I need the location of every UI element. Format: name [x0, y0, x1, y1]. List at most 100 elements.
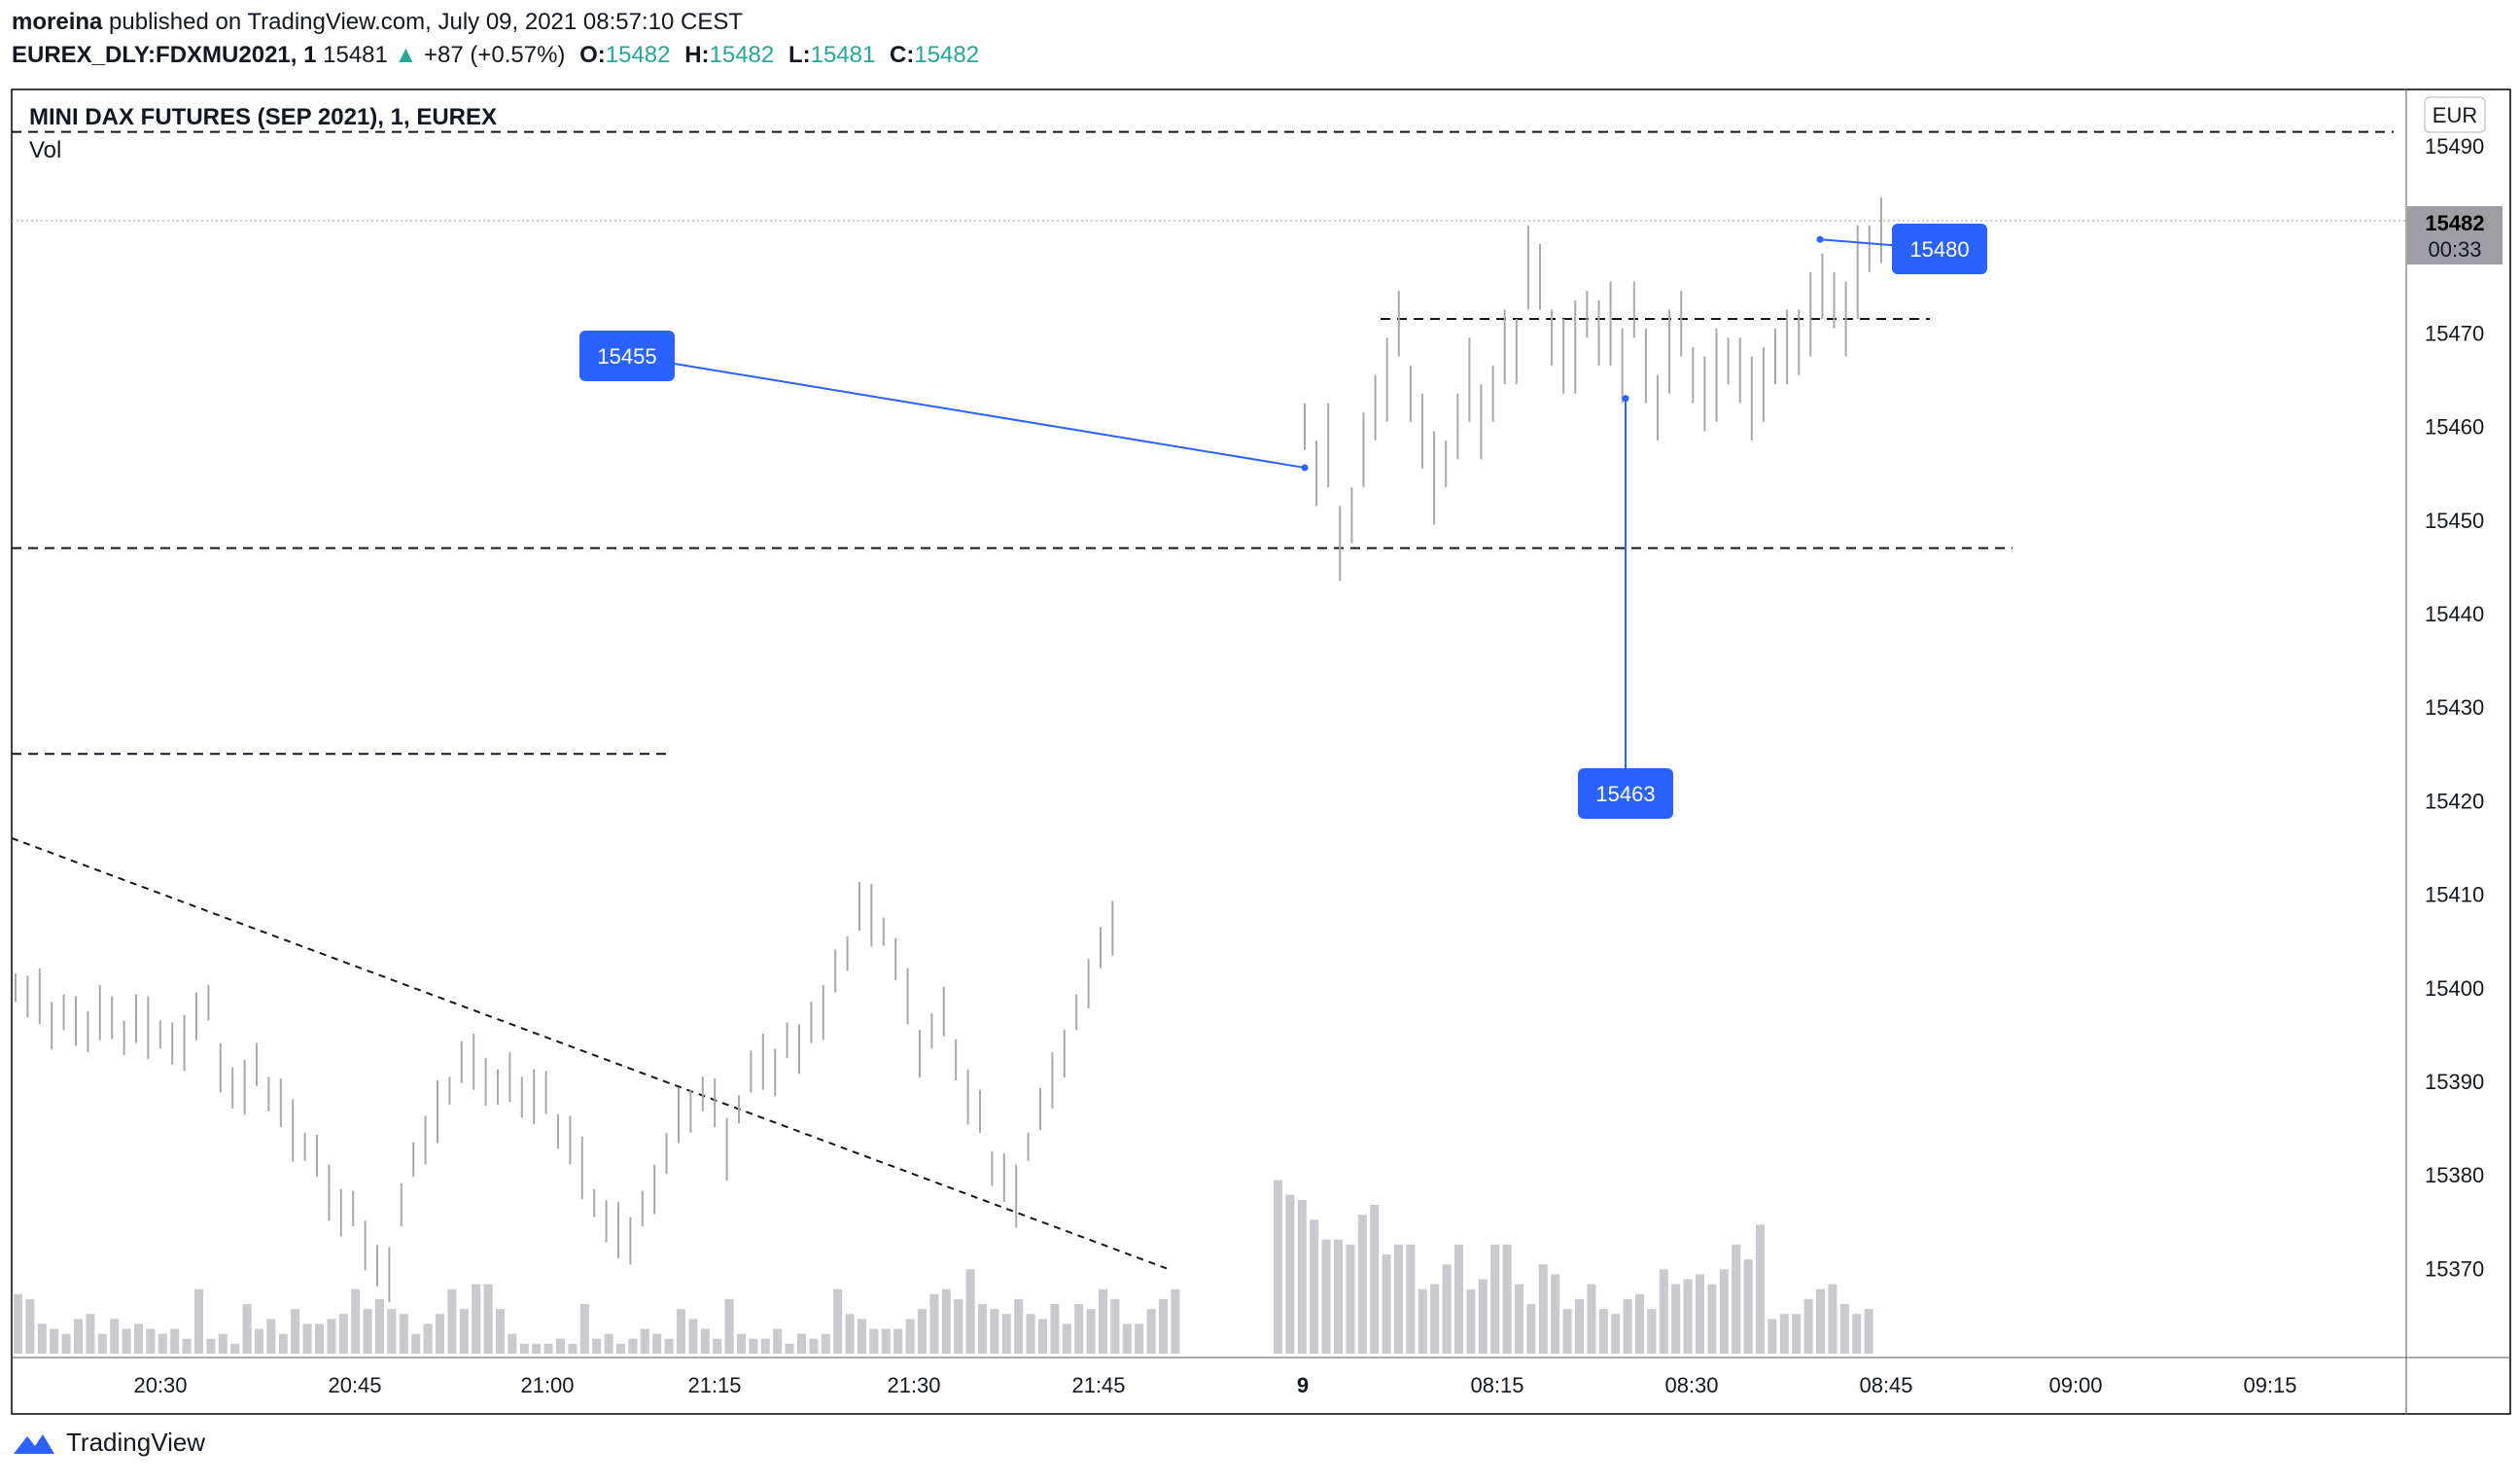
time-axis-labels: 20:30 20:45 21:00 21:15 21:30 21:45 9 08:15 08:3…	[133, 1373, 2296, 1397]
tradingview-logo-icon[interactable]	[12, 1429, 56, 1458]
high-label: H:	[684, 42, 710, 68]
low-label: L:	[788, 42, 811, 68]
volume-bar	[543, 1343, 553, 1354]
volume-bar	[25, 1298, 35, 1354]
chart-frame	[11, 88, 2511, 1415]
volume-bar	[1732, 1244, 1741, 1354]
volume-bar	[1635, 1293, 1644, 1354]
trendline-segment	[11, 836, 1168, 1270]
volume-bar	[134, 1323, 143, 1354]
author-name[interactable]: moreina	[12, 9, 103, 35]
last-price: 15481	[323, 42, 388, 68]
volume-bar	[1792, 1314, 1802, 1354]
annotation-label-box	[579, 331, 675, 381]
volume-bar	[1454, 1244, 1463, 1354]
volume-bar	[929, 1293, 939, 1354]
volume-bar	[1297, 1199, 1307, 1354]
volume-bar	[61, 1333, 71, 1354]
volume-bar	[616, 1343, 625, 1354]
volume-bar	[809, 1338, 819, 1354]
volume-bar	[713, 1338, 722, 1354]
volume-bar	[363, 1309, 372, 1354]
volume-bar	[1768, 1319, 1777, 1354]
volume-bar	[230, 1343, 240, 1354]
volume-bar	[978, 1304, 987, 1354]
volume-bar	[1587, 1284, 1596, 1354]
volume-bar	[1779, 1314, 1789, 1354]
volume-bar	[1310, 1219, 1319, 1354]
volume-bar	[1515, 1284, 1523, 1354]
volume-bar	[1671, 1284, 1681, 1354]
volume-bar	[14, 1293, 22, 1354]
price-tick-label: 15390	[2425, 1070, 2484, 1094]
annotation-anchor	[1622, 395, 1629, 403]
volume-bar	[604, 1333, 613, 1354]
currency-button[interactable]	[2424, 96, 2486, 133]
volume-bar	[1683, 1279, 1693, 1354]
price-tick-label: 15380	[2425, 1163, 2484, 1187]
volume-bar	[845, 1314, 855, 1354]
annotation-label-box	[1578, 768, 1673, 819]
volume-bar	[338, 1314, 348, 1354]
volume-bar	[1146, 1309, 1156, 1354]
volume-bar	[918, 1309, 927, 1354]
series-title[interactable]: MINI DAX FUTURES (SEP 2021), 1, EUREX	[29, 104, 497, 130]
volume-bar	[1743, 1259, 1753, 1354]
volume-bar	[1135, 1323, 1144, 1354]
volume-bar	[86, 1314, 95, 1354]
volume-bar	[1756, 1224, 1765, 1354]
volume-bar	[351, 1288, 361, 1354]
volume-bar	[688, 1319, 698, 1354]
annotation-connector	[626, 355, 1306, 469]
volume-bar	[315, 1323, 324, 1354]
volume-bar	[821, 1333, 830, 1354]
price-tick-label: 15400	[2425, 976, 2484, 1001]
volume-bar	[1406, 1244, 1416, 1354]
volume-bar	[110, 1319, 120, 1354]
publish-info: published on TradingView.com, July 09, 2…	[109, 9, 744, 35]
volume-bar	[1551, 1274, 1560, 1354]
price-tick-label: 15490	[2425, 134, 2484, 159]
trendline[interactable]	[11, 836, 1168, 1270]
time-tick-label: 21:00	[520, 1373, 574, 1397]
volume-bar	[1442, 1264, 1452, 1354]
volume-legend[interactable]: Vol	[29, 137, 61, 163]
volume-bar	[1575, 1298, 1584, 1354]
volume-bar	[773, 1328, 783, 1354]
symbol-name[interactable]: EUREX_DLY:FDXMU2021, 1	[12, 42, 317, 68]
volume-bar	[1659, 1269, 1668, 1354]
low-value: 15481	[810, 42, 876, 68]
volume-bar	[1526, 1304, 1536, 1354]
volume-bar	[387, 1309, 397, 1354]
volume-bar	[483, 1284, 493, 1354]
close-value: 15482	[914, 42, 980, 68]
volume-bar	[1370, 1205, 1380, 1354]
price-tick-label: 15370	[2425, 1256, 2484, 1281]
volume-bar	[737, 1333, 746, 1354]
horizontal-lines[interactable]	[12, 130, 2406, 756]
volume-bar	[1357, 1215, 1367, 1354]
price-annotations[interactable]: 15455 15463 15480	[579, 224, 1987, 819]
high-value: 15482	[709, 42, 775, 68]
volume-bar	[1074, 1304, 1084, 1354]
price-tick-label: 15450	[2425, 509, 2484, 533]
volume-bar	[170, 1328, 180, 1354]
volume-bar	[797, 1333, 806, 1354]
current-price-value: 15482	[2425, 211, 2484, 235]
publish-line: moreina published on TradingView.com, Ju…	[12, 6, 979, 39]
volume-bar	[519, 1343, 529, 1354]
volume-bar	[1864, 1309, 1873, 1354]
volume-bar	[1274, 1180, 1282, 1354]
volume-bar	[1334, 1239, 1343, 1354]
volume-bar	[556, 1338, 565, 1354]
close-label: C:	[890, 42, 915, 68]
footer: TradingView	[12, 1428, 205, 1458]
time-tick-label: 09:00	[2048, 1373, 2102, 1397]
tradingview-brand[interactable]: TradingView	[66, 1428, 206, 1457]
volume-bar	[146, 1328, 156, 1354]
volume-bar	[302, 1323, 312, 1354]
volume-bar	[640, 1328, 649, 1354]
volume-bar	[700, 1328, 710, 1354]
volume-bar	[194, 1288, 203, 1354]
